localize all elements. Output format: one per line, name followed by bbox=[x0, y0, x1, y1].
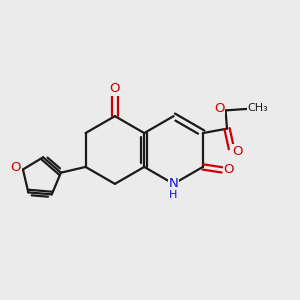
Text: O: O bbox=[223, 164, 234, 176]
Text: O: O bbox=[232, 145, 243, 158]
Text: CH₃: CH₃ bbox=[248, 103, 268, 113]
Text: O: O bbox=[11, 161, 21, 175]
Text: O: O bbox=[110, 82, 120, 95]
Text: O: O bbox=[214, 102, 224, 116]
Text: H: H bbox=[169, 190, 178, 200]
Text: N: N bbox=[169, 177, 178, 190]
